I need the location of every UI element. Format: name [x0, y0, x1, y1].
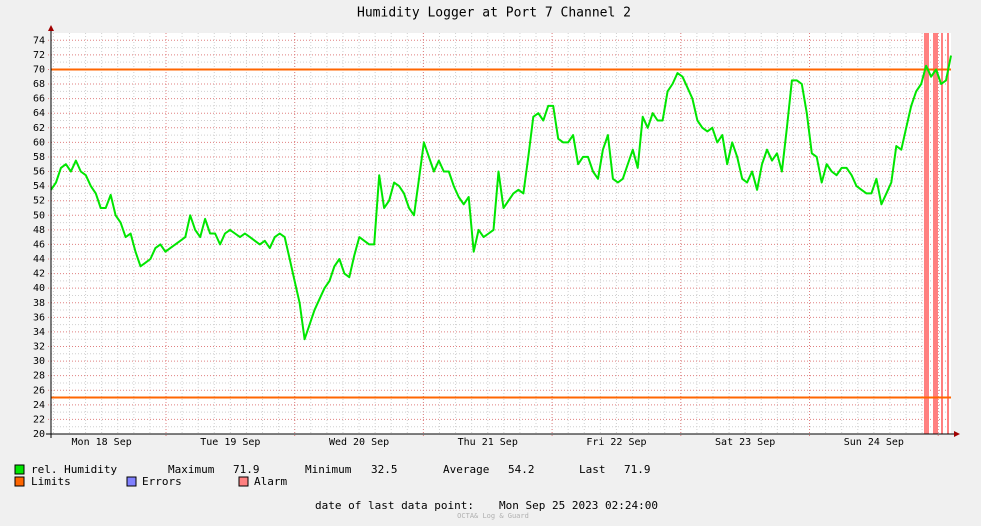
legend-swatch	[126, 476, 137, 487]
stat-value: 32.5	[371, 463, 398, 476]
stat-label: Average	[443, 463, 489, 476]
y-tick-label: 46	[33, 239, 45, 250]
chart-title: Humidity Logger at Port 7 Channel 2	[357, 6, 631, 21]
footer-label: date of last data point:	[315, 499, 474, 512]
y-tick-label: 68	[33, 79, 45, 90]
y-tick-label: 48	[33, 225, 45, 236]
y-tick-label: 28	[33, 371, 45, 382]
alarm-bar	[941, 33, 943, 434]
labels: 20 22 24 26 28 30 32 34 36 38 40 42 44 46 48 50 52 54 56 58…	[33, 35, 904, 448]
legend-label: Errors	[142, 475, 182, 488]
y-tick-label: 62	[33, 123, 45, 134]
y-tick-label: 32	[33, 342, 45, 353]
x-axis-arrow	[954, 431, 960, 437]
alarm-bar	[933, 33, 938, 434]
legend-swatch	[14, 476, 25, 487]
x-tick-label: Wed 20 Sep	[329, 437, 389, 448]
y-tick-label: 66	[33, 94, 45, 105]
y-tick-label: 54	[33, 181, 45, 192]
y-tick-label: 34	[33, 327, 45, 338]
alarm-bar	[947, 33, 949, 434]
stat-label: Minimum	[305, 463, 352, 476]
x-tick-label: Fri 22 Sep	[586, 437, 646, 448]
stat-value: 54.2	[508, 463, 535, 476]
credit: OCTA& Log & Guard	[457, 512, 529, 520]
y-tick-label: 50	[33, 210, 45, 221]
legend-swatch	[14, 464, 25, 475]
legend-label: rel. Humidity	[31, 463, 117, 476]
y-tick-label: 22	[33, 414, 45, 425]
stat-label: Last	[579, 463, 606, 476]
alarm-bar	[924, 33, 929, 434]
legend-label: Limits	[31, 475, 71, 488]
x-tick-label: Sun 24 Sep	[844, 437, 904, 448]
x-tick-label: Mon 18 Sep	[72, 437, 132, 448]
marks	[50, 55, 952, 399]
y-tick-label: 30	[33, 356, 45, 367]
y-tick-label: 64	[33, 108, 45, 119]
y-tick-label: 36	[33, 312, 45, 323]
y-tick-label: 26	[33, 385, 45, 396]
y-tick-label: 24	[33, 400, 45, 411]
legend-label: Alarm	[254, 475, 287, 488]
alarm-bars	[924, 33, 949, 434]
y-tick-label: 44	[33, 254, 45, 265]
stat-label: Maximum	[168, 463, 215, 476]
x-tick-label: Thu 21 Sep	[458, 437, 518, 448]
y-tick-label: 60	[33, 137, 45, 148]
axes	[46, 25, 960, 438]
y-tick-label: 74	[33, 35, 45, 46]
y-tick-label: 38	[33, 298, 45, 309]
y-tick-label: 58	[33, 152, 45, 163]
stat-value: 71.9	[624, 463, 651, 476]
legend-swatch	[238, 476, 249, 487]
y-tick-label: 56	[33, 167, 45, 178]
y-axis-arrow	[48, 25, 54, 31]
stat-value: 71.9	[233, 463, 260, 476]
y-tick-label: 72	[33, 50, 45, 61]
footer-value: Mon Sep 25 2023 02:24:00	[499, 499, 658, 512]
y-tick-label: 20	[33, 429, 45, 440]
y-tick-label: 42	[33, 269, 45, 280]
y-tick-label: 52	[33, 196, 45, 207]
y-tick-label: 40	[33, 283, 45, 294]
y-tick-label: 70	[33, 64, 45, 75]
x-tick-label: Sat 23 Sep	[715, 437, 775, 448]
x-tick-label: Tue 19 Sep	[200, 437, 260, 448]
series-line	[50, 55, 952, 341]
